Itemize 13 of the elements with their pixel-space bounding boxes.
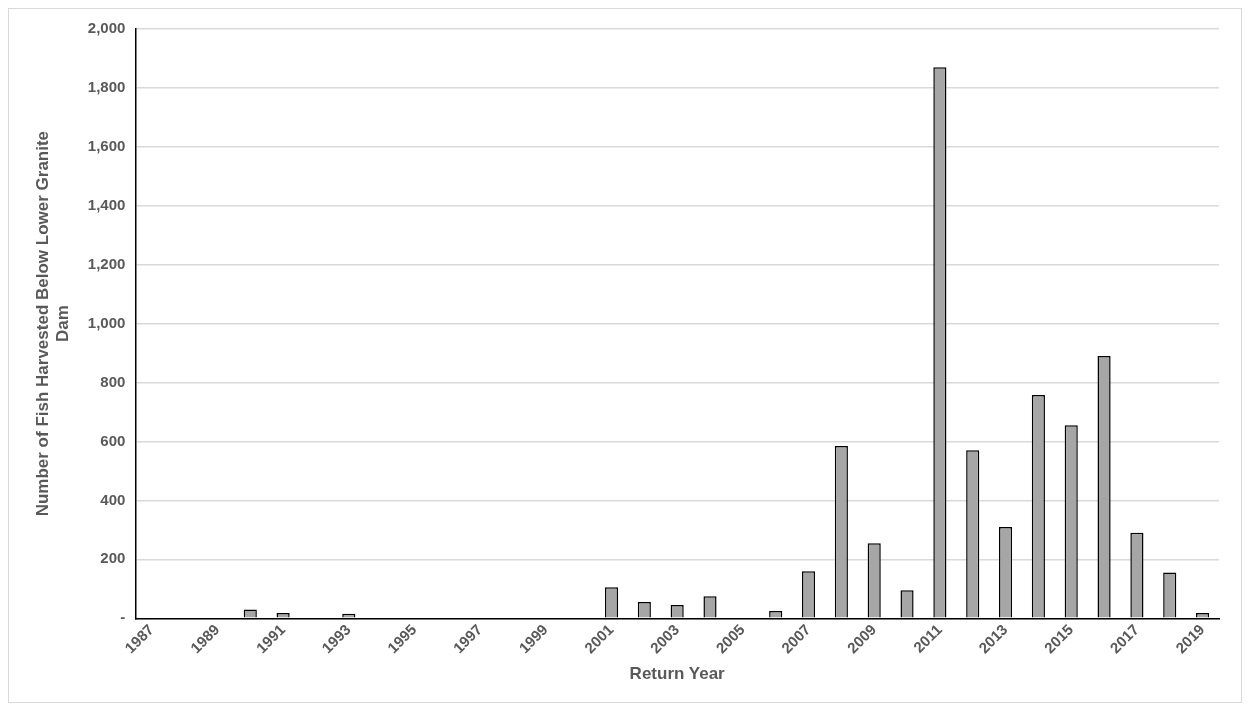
y-tick-label: 400: [100, 490, 126, 508]
y-tick-label: 1,400: [87, 195, 126, 213]
y-tick-label: 1,200: [87, 254, 126, 272]
y-tick-label: -: [120, 608, 126, 626]
y-tick-label: 200: [100, 549, 126, 567]
y-axis-title: Number of Fish Harvested Below Lower Granite Dam: [32, 130, 73, 517]
y-tick-label: 1,600: [87, 137, 126, 154]
y-tick-label: 1,800: [87, 78, 126, 96]
x-axis-title: Return Year: [629, 664, 726, 684]
y-tick-label: 1,000: [87, 313, 126, 331]
y-tick-label: 600: [100, 431, 126, 449]
y-tick-label: 2,000: [87, 19, 126, 37]
y-tick-label: 800: [100, 372, 126, 390]
